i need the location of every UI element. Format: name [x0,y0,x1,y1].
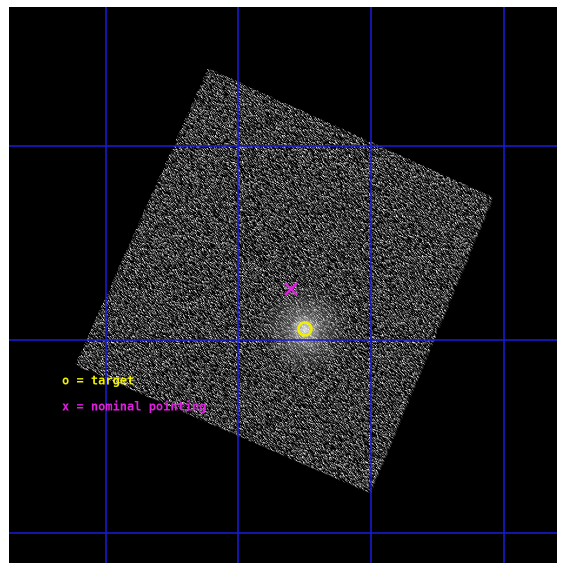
target-marker [297,321,313,337]
pointing-marker [284,282,298,296]
coordinate-grid [9,7,557,563]
legend-target: o = target [62,374,134,388]
source-glow [260,285,350,375]
detector-events-dense [76,69,494,494]
legend-pointing: x = nominal pointing [62,400,207,414]
